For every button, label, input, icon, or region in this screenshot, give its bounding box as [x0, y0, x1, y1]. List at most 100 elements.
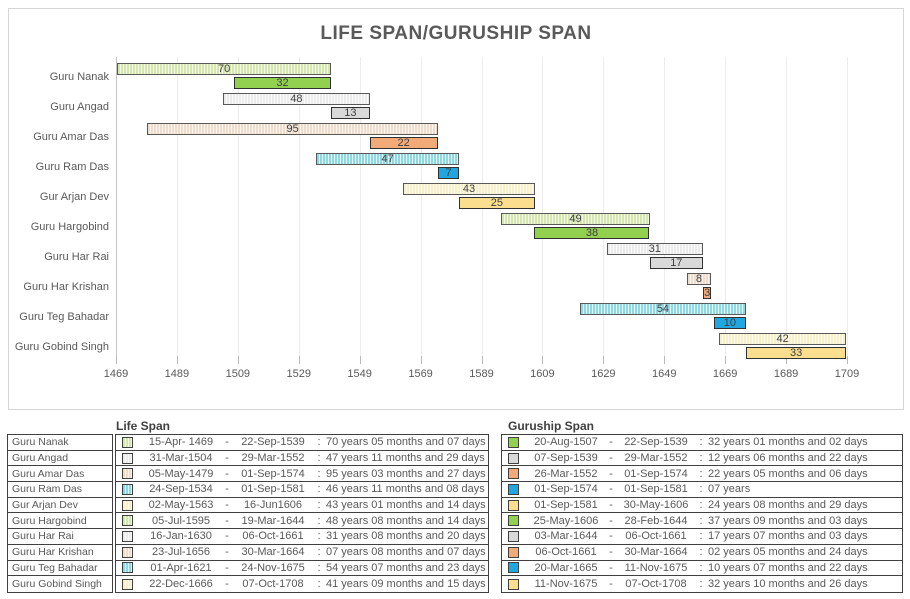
- life-span-row: 02-May-1563- 16-Jun1606:43 years 01 month…: [116, 498, 488, 514]
- date-separator: -: [225, 467, 229, 480]
- date-separator: -: [225, 452, 229, 465]
- start-date: 24-Sep-1534: [149, 483, 213, 496]
- duration-separator: :: [699, 483, 703, 496]
- x-axis-tick-label: 1469: [103, 368, 129, 380]
- end-date: 06-Oct-1661: [242, 530, 304, 543]
- life-span-swatch-icon: [122, 436, 133, 448]
- guru-name: Guru Har Krishan: [12, 546, 94, 559]
- guruship-span-bar: 25: [459, 197, 535, 209]
- duration-text: 41 years 09 months and 15 days: [326, 578, 486, 591]
- guruship-span-bar: 17: [649, 257, 704, 269]
- x-axis-tick-label: 1489: [164, 368, 190, 380]
- guruship-span-row: 25-May-1606-28-Feb-1644:37 years 09 mont…: [502, 513, 902, 530]
- x-axis-tick-1649: [664, 356, 666, 364]
- x-axis-tick-1589: [481, 356, 483, 364]
- date-separator: -: [609, 546, 613, 559]
- guruship-span-swatch-icon: [508, 483, 519, 495]
- guruship-span-bar: 13: [331, 107, 370, 119]
- duration-separator: :: [317, 452, 321, 465]
- start-date: 05-Jul-1595: [151, 514, 211, 527]
- category-label: Guru Nanak: [49, 71, 109, 83]
- duration-text: 32 years 01 months and 02 days: [708, 436, 868, 449]
- duration-separator: :: [317, 436, 321, 449]
- guruship-span-bar: 3: [703, 287, 711, 299]
- duration-text: 12 years 06 months and 22 days: [708, 452, 868, 465]
- end-date: 19-Mar-1644: [241, 514, 305, 527]
- x-axis-tick-1609: [542, 356, 544, 364]
- gridline-1569: [420, 57, 422, 356]
- x-axis-tick-label: 1629: [591, 368, 616, 380]
- start-date: 15-Apr- 1469: [148, 436, 214, 449]
- guruship-span-row: 01-Sep-1581-30-May-1606:24 years 08 mont…: [502, 498, 902, 514]
- life-span-row: 23-Jul-1656 -30-Mar-1664:07 years 08 mont…: [116, 545, 488, 561]
- gridline-1629: [603, 57, 605, 356]
- chart-title: LIFE SPAN/GURUSHIP SPAN: [320, 23, 592, 44]
- duration-text: 10 years 07 months and 22 days: [708, 561, 868, 574]
- life-span-row: 05-Jul-1595 -19-Mar-1644:48 years 08 mont…: [116, 513, 488, 530]
- guru-name: Guru Amar Das: [12, 467, 85, 480]
- life-span-bar: 8: [687, 273, 711, 285]
- start-date: 20-Aug-1507: [534, 436, 598, 449]
- life-span-swatch-icon: [122, 578, 133, 590]
- life-span-bar: 48: [223, 93, 370, 105]
- end-date: 28-Feb-1644: [624, 514, 688, 527]
- date-separator: -: [225, 530, 229, 543]
- x-axis-tick-label: 1649: [652, 368, 677, 380]
- life-span-row: 05-May-1479-01-Sep-1574:95 years 03 mont…: [116, 466, 488, 483]
- guruship-span-bar: 32: [233, 77, 332, 89]
- life-span-bar: 31: [606, 243, 704, 255]
- life-span-bar: 42: [718, 333, 847, 345]
- guruship-span-row: 11-Nov-1675-07-Oct-1708:32 years 10 mont…: [502, 576, 902, 592]
- guruship-span-bar: 7: [437, 167, 460, 179]
- duration-separator: :: [317, 561, 321, 574]
- date-separator: -: [609, 452, 613, 465]
- start-date: 25-May-1606: [533, 514, 599, 527]
- start-date: 31-Mar-1504: [149, 452, 213, 465]
- guru-name-row: Guru Hargobind: [8, 513, 112, 530]
- guruship-span-swatch-icon: [508, 578, 519, 590]
- date-separator: -: [609, 467, 613, 480]
- duration-separator: :: [699, 530, 703, 543]
- date-separator: -: [225, 514, 229, 527]
- duration-text: 70 years 05 months and 07 days: [326, 436, 486, 449]
- guru-name-row: Guru Nanak: [8, 435, 112, 451]
- category-label: Guru Hargobind: [30, 221, 109, 233]
- life-span-bar: 70: [116, 63, 332, 75]
- guru-name: Guru Hargobind: [12, 514, 87, 527]
- guru-name-row: Guru Har Rai: [8, 529, 112, 545]
- date-separator: -: [609, 499, 613, 512]
- x-axis-tick-1509: [237, 356, 239, 364]
- duration-text: 54 years 07 months and 23 days: [326, 561, 486, 574]
- end-date: 11-Nov-1675: [624, 561, 688, 574]
- category-label: Guru Amar Das: [33, 131, 109, 143]
- category-label: Guru Angad: [50, 101, 109, 113]
- end-date: 30-Mar-1664: [624, 546, 688, 559]
- end-date: 30-May-1606: [623, 499, 689, 512]
- end-date: 01-Sep-1581: [624, 483, 688, 496]
- life-span-bar: 43: [403, 183, 535, 195]
- start-date: 07-Sep-1539: [534, 452, 598, 465]
- life-span-bar: 47: [316, 153, 460, 165]
- guruship-span-row: 01-Sep-1574-01-Sep-1581:07 years: [502, 482, 902, 498]
- guruship-span-row: 03-Mar-1644-06-Oct-1661:17 years 07 mont…: [502, 529, 902, 545]
- x-axis-tick-1689: [786, 356, 788, 364]
- life-span-swatch-icon: [122, 468, 133, 480]
- duration-text: 47 years 11 months and 29 days: [326, 452, 485, 465]
- life-span-swatch-icon: [122, 530, 133, 542]
- guruship-span-swatch-icon: [508, 436, 519, 448]
- date-separator: -: [609, 561, 613, 574]
- guruship-span-swatch-icon: [508, 499, 519, 511]
- guruship-span-swatch-icon: [508, 468, 519, 480]
- duration-separator: :: [699, 499, 703, 512]
- category-label: Guru Har Krishan: [23, 281, 109, 293]
- life-span-swatch-icon: [122, 562, 133, 574]
- life-span-swatch-icon: [122, 515, 133, 527]
- x-axis-tick-label: 1589: [469, 368, 494, 380]
- start-date: 23-Jul-1656: [151, 546, 211, 559]
- guru-name: Guru Nanak: [12, 436, 69, 449]
- end-date: 22-Sep-1539: [624, 436, 688, 449]
- gridline-1609: [542, 57, 544, 356]
- x-axis-tick-label: 1709: [834, 368, 860, 380]
- duration-separator: :: [317, 467, 321, 480]
- x-axis-tick-label: 1669: [712, 368, 738, 380]
